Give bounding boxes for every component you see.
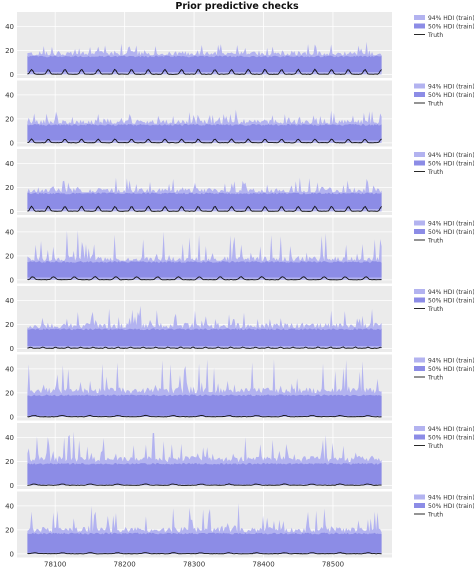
legend-label: 50% HDI (train) [428,298,474,305]
y-tick-label: 20 [5,184,14,192]
legend-label: 94% HDI (train) [428,221,474,228]
truth-line [27,276,382,281]
legend-label: Truth [427,169,443,176]
legend-swatch [414,289,425,294]
legend-label: 50% HDI (train) [428,366,474,373]
legend-swatch [414,494,425,500]
y-tick-label: 0 [10,208,14,216]
hdi50-band [27,532,382,553]
panel-3: 0 20 40 94% HDI (train) 50% HDI (train)Truth [5,149,474,216]
y-tick-label: 40 [5,160,14,168]
truth-line [27,414,382,418]
legend-label: Truth [427,443,443,450]
panel-4: 0 20 40 94% HDI (train)50% HDI (train) Truth [5,217,474,284]
legend-label: Truth [427,101,443,108]
panel-8: 0 20 40 94% HDI (train)50% HDI (train) Truth… [5,491,474,568]
legend-label: Truth [427,306,443,313]
x-tick-label: 78400 [252,561,274,568]
hdi50-band [27,328,382,346]
legend-label: 94% HDI (train) [428,358,474,365]
legend-label: Truth [427,238,443,245]
legend-label: 94% HDI (train) [428,289,474,296]
y-tick-label: 40 [5,297,14,305]
y-tick-label: 40 [5,23,14,31]
panel-5: 0 20 40 94% HDI (train) 50% HDI (train)Truth [5,286,474,353]
y-tick-label: 20 [5,321,14,329]
hdi50-band [27,55,382,72]
y-tick-label: 0 [10,276,14,284]
legend-label: 94% HDI (train) [428,426,474,433]
y-tick-label: 40 [5,434,14,442]
panel-6: 0 20 40 94% HDI (train)50% HDI (train) Truth [5,354,474,421]
legend-label: 50% HDI (train) [428,229,474,236]
hdi50-band [27,124,382,141]
x-tick-label: 78100 [44,561,66,568]
hdi50-band [27,462,382,485]
legend-swatch [414,503,425,508]
truth-line [27,68,382,75]
legend-label: 50% HDI (train) [428,503,474,510]
y-tick-label: 0 [10,71,14,79]
legend-label: 50% HDI (train) [428,161,474,168]
y-tick-label: 20 [5,47,14,55]
legend-label: 94% HDI (train) [428,495,474,502]
legend-swatch [414,23,425,29]
truth-line [27,483,382,486]
legend-swatch [414,366,425,371]
y-tick-label: 0 [10,482,14,490]
legend-label: Truth [427,512,443,519]
hdi50-band [27,394,382,416]
x-tick-label: 78200 [113,561,135,568]
x-tick-label: 78500 [322,561,344,568]
panel-7: 0 20 40 94% HDI (train) 50% HDI (train)Truth [5,423,474,490]
panel-1: 0 20 40 94% HDI (train) 50% HDI (train)Truth [5,12,474,79]
y-tick-label: 20 [5,458,14,466]
y-tick-label: 0 [10,550,14,558]
legend-label: 94% HDI (train) [428,152,474,159]
y-tick-label: 20 [5,252,14,260]
legend-swatch [414,15,425,20]
legend-swatch [414,229,425,234]
legend-swatch [414,160,425,166]
legend-swatch [414,92,425,97]
legend-label: 50% HDI (train) [428,24,474,31]
y-tick-label: 0 [10,139,14,147]
y-tick-label: 20 [5,526,14,534]
y-tick-label: 40 [5,502,14,510]
legend-swatch [414,426,425,431]
legend-swatch [414,152,425,157]
truth-line [27,138,382,144]
hdi50-band [27,261,382,278]
hdi50-band [27,192,382,209]
truth-line [27,346,382,349]
legend-label: Truth [427,32,443,39]
legend-label: 94% HDI (train) [428,15,474,22]
legend-label: Truth [427,375,443,382]
legend-swatch [414,83,425,89]
truth-line [27,205,382,212]
y-tick-label: 40 [5,228,14,236]
chart-title: Prior predictive checks [175,1,299,12]
y-tick-label: 20 [5,389,14,397]
y-tick-label: 0 [10,413,14,421]
x-tick-label: 78300 [183,561,205,568]
legend-swatch [414,434,425,440]
y-tick-label: 0 [10,345,14,353]
legend-label: 50% HDI (train) [428,92,474,99]
legend-label: 94% HDI (train) [428,84,474,91]
legend-swatch [414,357,425,363]
y-tick-label: 40 [5,365,14,373]
panel-2: 0 20 40 94% HDI (train)50% HDI (train) Truth [5,80,474,147]
y-tick-label: 40 [5,91,14,99]
legend-label: 50% HDI (train) [428,435,474,442]
legend-swatch [414,297,425,303]
legend-swatch [414,220,425,226]
y-tick-label: 20 [5,115,14,123]
truth-line [27,552,382,555]
